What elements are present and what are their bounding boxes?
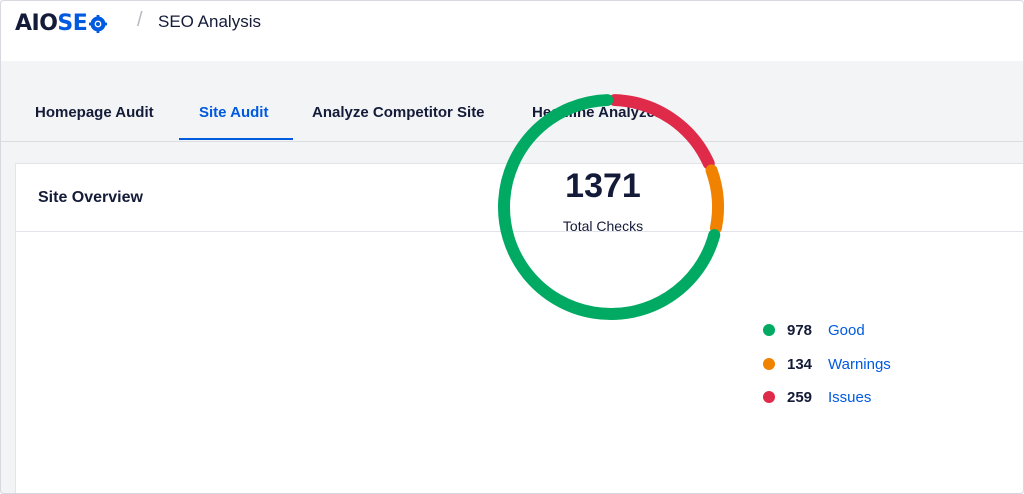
donut-segment-good — [498, 94, 721, 320]
logo-seo-text: SE — [57, 10, 88, 36]
breadcrumb-separator: / — [137, 9, 143, 31]
tab-homepage-audit[interactable]: Homepage Audit — [35, 104, 154, 121]
logo-aio-text: AIO — [15, 10, 58, 36]
checks-donut-chart — [498, 94, 724, 320]
legend-warnings-link[interactable]: Warnings — [828, 355, 891, 373]
legend-issues-link[interactable]: Issues — [828, 388, 872, 406]
aioseo-logo[interactable]: AIO SE — [15, 9, 108, 37]
total-checks-count: 1371 — [565, 167, 641, 205]
good-dot-icon — [763, 324, 775, 336]
total-checks-label: Total Checks — [562, 218, 644, 234]
legend-warnings-count: 134 — [787, 355, 813, 373]
legend-issues-count: 259 — [787, 388, 813, 406]
legend-good-count: 978 — [787, 321, 813, 339]
donut-segment-issues — [608, 94, 715, 170]
active-tab-indicator — [179, 138, 293, 140]
warning-dot-icon — [763, 358, 775, 370]
tab-analyze-competitor-site[interactable]: Analyze Competitor Site — [312, 104, 485, 121]
donut-segment-warnings — [705, 164, 724, 234]
top-bar: AIO SE / SEO Analysis — [1, 1, 1023, 61]
page-title: SEO Analysis — [158, 12, 261, 31]
card-title: Site Overview — [38, 189, 143, 206]
issue-dot-icon — [763, 391, 775, 403]
legend-good-link[interactable]: Good — [828, 321, 865, 339]
gear-icon — [89, 14, 108, 33]
tab-site-audit[interactable]: Site Audit — [199, 104, 269, 121]
card-header: Site Overview — [16, 164, 1023, 232]
